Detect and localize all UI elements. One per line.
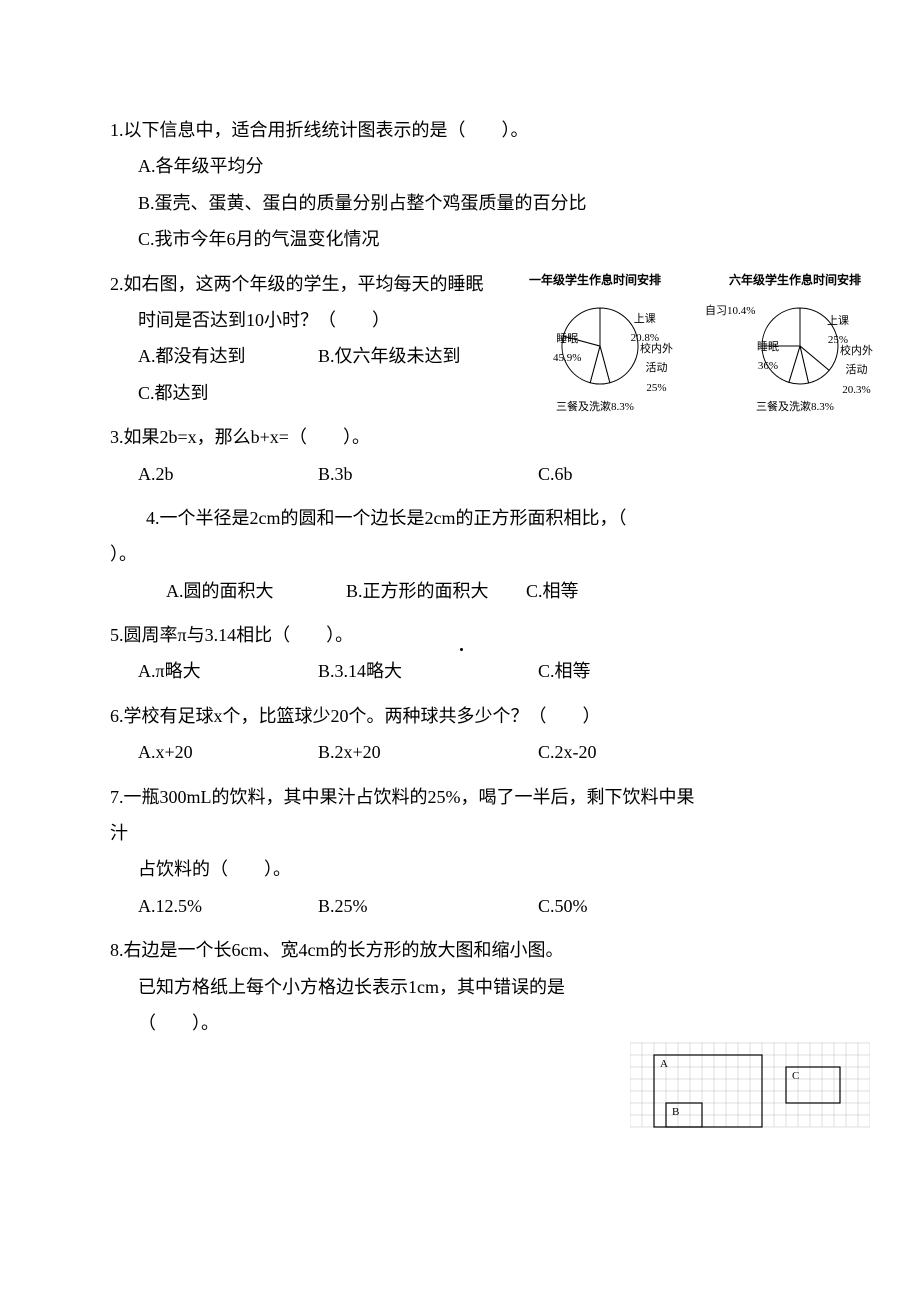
q3-optB: B.3b <box>318 458 538 490</box>
q4-optB: B.正方形的面积大 <box>346 575 526 607</box>
q7-optA: A.12.5% <box>138 890 318 922</box>
q6-text: 6.学校有足球x个，比篮球少20个。两种球共多少个？（ ） <box>110 700 830 732</box>
pie-charts: 一年级学生作息时间安排 睡眠45.9% 上课20.8% 校内外活动25% 三餐及… <box>510 270 880 417</box>
q4-line1: 4.一个半径是2cm的圆和一个边长是2cm的正方形面积相比，（ <box>110 502 830 534</box>
q7-optC: C.50% <box>538 890 718 922</box>
pie-grade6: 六年级学生作息时间安排 自习10.4% 睡眠36% 上课25% 校内外活动20.… <box>710 270 880 417</box>
q8-line1: 8.右边是一个长6cm、宽4cm的长方形的放大图和缩小图。 <box>110 934 580 966</box>
pie1-sleep: 睡眠45.9% <box>553 330 581 370</box>
q7-line3: 占饮料的（ ）。 <box>110 853 830 885</box>
q5-optB: B.3.14略大 <box>318 655 538 687</box>
pie-grade1: 一年级学生作息时间安排 睡眠45.9% 上课20.8% 校内外活动25% 三餐及… <box>510 270 680 417</box>
question-4: 4.一个半径是2cm的圆和一个边长是2cm的正方形面积相比，（ ）。 A.圆的面… <box>110 502 830 607</box>
pie1-activity: 校内外活动25% <box>640 340 673 399</box>
pie2-title: 六年级学生作息时间安排 <box>710 270 880 292</box>
svg-text:C: C <box>792 1070 799 1082</box>
q5-text: 5.圆周率π与3.14相比（ ）。 <box>110 619 830 651</box>
q4-optC: C.相等 <box>526 575 706 607</box>
q2-line1: 2.如右图，这两个年级的学生，平均每天的睡眠 <box>110 268 500 300</box>
q4-optA: A.圆的面积大 <box>166 575 346 607</box>
q8-line2: 已知方格纸上每个小方格边长表示1cm，其中错误的是 <box>110 971 608 1003</box>
svg-text:A: A <box>660 1058 668 1070</box>
question-7: 7.一瓶300mL的饮料，其中果汁占饮料的25%，喝了一半后，剩下饮料中果 汁 … <box>110 781 830 923</box>
question-3: 3.如果2b=x，那么b+x=（ ）。 A.2b B.3b C.6b <box>110 421 830 490</box>
q5-optA: A.π略大 <box>138 655 318 687</box>
pie2-study: 自习10.4% <box>705 302 755 322</box>
pie2-meals: 三餐及洗漱8.3% <box>710 398 880 418</box>
question-1: 1.以下信息中，适合用折线统计图表示的是（ ）。 A.各年级平均分 B.蛋壳、蛋… <box>110 114 830 256</box>
q3-optA: A.2b <box>138 458 318 490</box>
pie2-sleep: 睡眠36% <box>757 338 779 378</box>
question-5: 5.圆周率π与3.14相比（ ）。 A.π略大 B.3.14略大 C.相等 <box>110 619 830 688</box>
q6-optC: C.2x-20 <box>538 736 718 768</box>
q6-optA: A.x+20 <box>138 736 318 768</box>
pie2-activity: 校内外活动20.3% <box>840 342 873 401</box>
q6-optB: B.2x+20 <box>318 736 538 768</box>
question-6: 6.学校有足球x个，比篮球少20个。两种球共多少个？（ ） A.x+20 B.2… <box>110 700 830 769</box>
q1-optA: A.各年级平均分 <box>110 150 830 182</box>
q1-optB: B.蛋壳、蛋黄、蛋白的质量分别占整个鸡蛋质量的百分比 <box>110 187 830 219</box>
q1-text: 1.以下信息中，适合用折线统计图表示的是（ ）。 <box>110 114 830 146</box>
q7-line2: 汁 <box>110 817 830 849</box>
grid-figure: A B C <box>630 1040 870 1130</box>
question-8: 8.右边是一个长6cm、宽4cm的长方形的放大图和缩小图。 已知方格纸上每个小方… <box>110 934 830 1039</box>
pie1-title: 一年级学生作息时间安排 <box>510 270 680 292</box>
pie1-meals: 三餐及洗漱8.3% <box>510 398 680 418</box>
q7-optB: B.25% <box>318 890 538 922</box>
q8-line3: （ ）。 <box>110 1007 830 1039</box>
q3-optC: C.6b <box>538 458 718 490</box>
grid-svg: A B C <box>630 1040 870 1130</box>
svg-text:B: B <box>672 1106 679 1118</box>
q2-line2: 时间是否达到10小时？（ ） <box>110 304 528 336</box>
q3-text: 3.如果2b=x，那么b+x=（ ）。 <box>110 421 830 453</box>
center-dot-icon <box>460 648 463 651</box>
q4-line2: ）。 <box>110 538 830 570</box>
q2-optA: A.都没有达到 <box>138 340 318 372</box>
q1-optC: C.我市今年6月的气温变化情况 <box>110 223 830 255</box>
q5-optC: C.相等 <box>538 655 718 687</box>
q7-line1: 7.一瓶300mL的饮料，其中果汁占饮料的25%，喝了一半后，剩下饮料中果 <box>110 781 830 813</box>
q2-optB: B.仅六年级未达到 <box>318 340 498 372</box>
